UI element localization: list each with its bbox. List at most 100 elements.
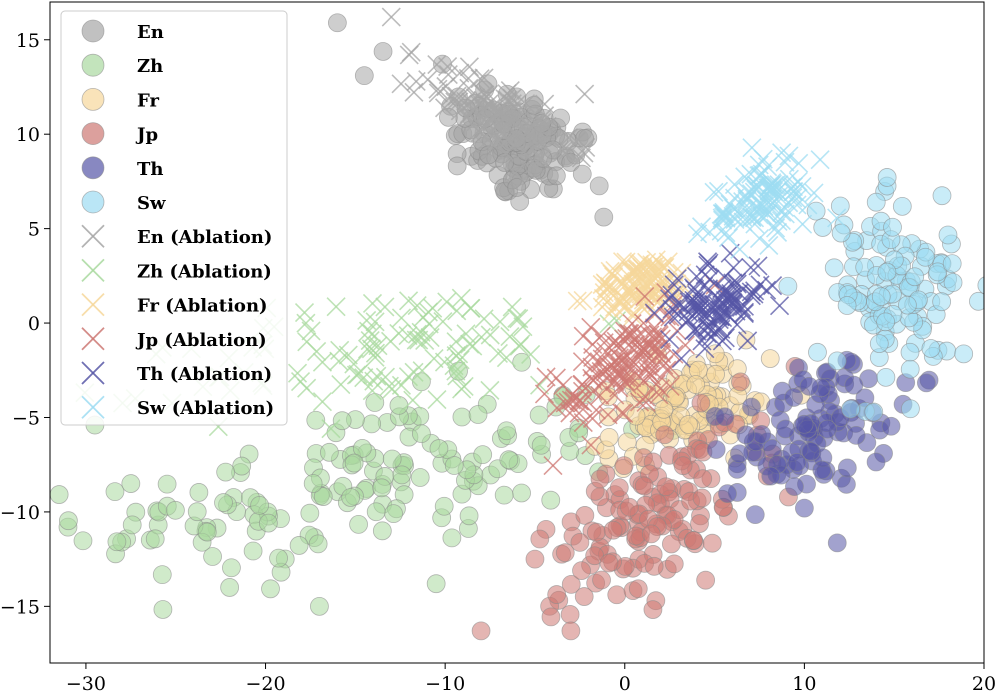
data-point (232, 456, 252, 476)
data-point (344, 453, 364, 473)
data-point (521, 344, 541, 365)
data-point (718, 484, 737, 504)
data-point (603, 520, 623, 540)
data-point (516, 129, 536, 149)
data-point (742, 184, 762, 204)
data-point (319, 442, 339, 462)
data-point (671, 348, 691, 368)
data-point (597, 359, 617, 379)
data-point (573, 326, 593, 346)
data-point (621, 262, 641, 282)
data-point (407, 324, 427, 344)
data-point (23, 568, 41, 586)
data-point (827, 351, 847, 371)
data-point (541, 490, 561, 510)
data-point (513, 317, 533, 337)
data-point (346, 365, 367, 385)
x-tick-label: 20 (972, 673, 996, 695)
data-point (479, 145, 499, 165)
legend-label: Jp (135, 125, 158, 146)
data-point (730, 239, 750, 259)
data-point (736, 425, 756, 445)
data-point (877, 262, 897, 282)
data-point (471, 621, 491, 641)
data-point (505, 163, 525, 183)
data-point (883, 217, 902, 237)
data-point (50, 485, 69, 504)
data-point (300, 503, 320, 523)
data-point (694, 276, 714, 296)
data-point (637, 360, 657, 380)
data-point (742, 138, 762, 158)
data-point (969, 291, 984, 311)
data-point (404, 82, 424, 102)
legend-item-en: En (81, 19, 164, 43)
data-point (404, 362, 424, 382)
data-point (572, 561, 591, 581)
legend-label: Zh (137, 56, 163, 77)
data-point (576, 137, 596, 157)
legend-label: Zh (Ablation) (137, 261, 272, 282)
axes: −30 −20 −10 0 10 20 15 10 5 0 −5 −10 −15 (0, 30, 996, 695)
data-point (529, 405, 549, 425)
data-point (121, 474, 141, 493)
data-point (714, 207, 734, 227)
data-point (660, 376, 680, 396)
legend-marker (81, 190, 105, 214)
data-point (629, 392, 650, 412)
data-point (698, 255, 718, 275)
data-point (364, 371, 384, 391)
legend-item-zh-ablation: Zh (Ablation) (81, 258, 272, 282)
data-point (667, 269, 687, 289)
data-point (675, 335, 695, 355)
data-point (768, 186, 789, 206)
data-point (594, 207, 614, 227)
data-point (329, 351, 349, 371)
data-point (567, 291, 587, 311)
data-point (570, 532, 590, 552)
data-point (389, 395, 409, 415)
data-point (427, 389, 447, 410)
data-point (742, 397, 761, 417)
data-point (558, 392, 578, 412)
data-point (844, 375, 864, 395)
data-point (362, 414, 382, 434)
y-tick-label: 0 (28, 313, 40, 335)
data-point (723, 258, 744, 278)
data-point (287, 363, 308, 383)
data-point (452, 379, 472, 399)
data-point (564, 391, 584, 411)
data-point (12, 537, 30, 555)
data-point (846, 425, 866, 445)
data-point (429, 439, 449, 458)
data-point (574, 143, 594, 163)
data-point (715, 407, 735, 427)
data-point (652, 344, 672, 364)
data-point (702, 533, 722, 553)
data-point (214, 493, 233, 512)
data-point (646, 250, 666, 270)
data-point (901, 399, 920, 419)
data-point (547, 398, 567, 418)
data-point (586, 522, 606, 542)
x-tick-label: −10 (425, 673, 465, 695)
data-point (640, 353, 660, 373)
data-point (546, 166, 566, 186)
data-point (381, 7, 401, 27)
data-point (434, 98, 455, 118)
legend-marker (81, 327, 105, 351)
data-point (308, 534, 328, 554)
data-point (531, 435, 551, 455)
data-point (704, 182, 724, 202)
data-point (631, 324, 651, 344)
data-point (715, 328, 735, 348)
data-point (411, 322, 431, 342)
data-point (649, 385, 669, 405)
data-point (869, 334, 889, 353)
data-point (808, 342, 827, 362)
data-point (691, 307, 712, 327)
data-point (954, 344, 974, 364)
series-sw-ablation (688, 138, 847, 259)
data-point (362, 293, 383, 314)
data-point (603, 333, 623, 353)
